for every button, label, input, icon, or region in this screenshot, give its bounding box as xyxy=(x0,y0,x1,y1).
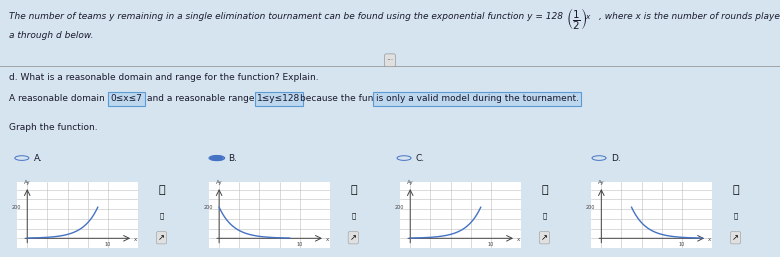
Text: The number of teams y remaining in a single elimination tournament can be found : The number of teams y remaining in a sin… xyxy=(9,12,563,21)
Text: ↗: ↗ xyxy=(732,233,739,242)
Text: 🔍: 🔍 xyxy=(733,213,738,219)
Text: 🔍: 🔍 xyxy=(351,213,356,219)
Text: 1≤y≤128: 1≤y≤128 xyxy=(257,94,300,104)
Text: is only a valid model during the tournament.: is only a valid model during the tournam… xyxy=(376,94,579,104)
Text: A reasonable domain is: A reasonable domain is xyxy=(9,94,115,104)
Text: 10: 10 xyxy=(488,242,494,247)
Text: x: x xyxy=(326,237,329,242)
Text: ↗: ↗ xyxy=(541,233,548,242)
Text: , where x is the number of rounds played in the tournament. Com: , where x is the number of rounds played… xyxy=(599,12,780,21)
Text: C.: C. xyxy=(416,153,425,163)
Text: ↗: ↗ xyxy=(350,233,356,242)
Text: A.: A. xyxy=(34,153,42,163)
Text: x: x xyxy=(134,237,137,242)
Text: 0≤x≤7: 0≤x≤7 xyxy=(111,94,143,104)
Circle shape xyxy=(211,156,223,160)
Text: x: x xyxy=(708,237,711,242)
Text: 200: 200 xyxy=(12,205,21,210)
Text: Ay: Ay xyxy=(24,180,31,185)
Text: 🔍: 🔍 xyxy=(541,185,548,195)
Text: because the function: because the function xyxy=(300,94,395,104)
Text: 10: 10 xyxy=(679,242,685,247)
Text: B.: B. xyxy=(229,153,238,163)
Text: ↗: ↗ xyxy=(158,233,165,242)
Text: 🔍: 🔍 xyxy=(542,213,547,219)
Text: and a reasonable range is: and a reasonable range is xyxy=(147,94,264,104)
Text: 10: 10 xyxy=(296,242,303,247)
Text: 10: 10 xyxy=(105,242,111,247)
Text: a through d below.: a through d below. xyxy=(9,31,94,40)
Text: Ay: Ay xyxy=(407,180,414,185)
Text: 🔍: 🔍 xyxy=(158,185,165,195)
Text: Ay: Ay xyxy=(598,180,605,185)
Text: Graph the function.: Graph the function. xyxy=(9,123,98,132)
Text: 200: 200 xyxy=(586,205,595,210)
Text: d. What is a reasonable domain and range for the function? Explain.: d. What is a reasonable domain and range… xyxy=(9,73,319,82)
Text: 🔍: 🔍 xyxy=(732,185,739,195)
Text: 200: 200 xyxy=(204,205,213,210)
Text: x: x xyxy=(517,237,520,242)
Text: 🔍: 🔍 xyxy=(159,213,164,219)
Text: ···: ··· xyxy=(386,56,394,65)
Text: $\left(\dfrac{1}{2}\right)^{\!x}$: $\left(\dfrac{1}{2}\right)^{\!x}$ xyxy=(566,6,592,32)
Text: Ay: Ay xyxy=(216,180,223,185)
Text: D.: D. xyxy=(611,153,621,163)
Text: 200: 200 xyxy=(395,205,404,210)
Text: 🔍: 🔍 xyxy=(350,185,356,195)
